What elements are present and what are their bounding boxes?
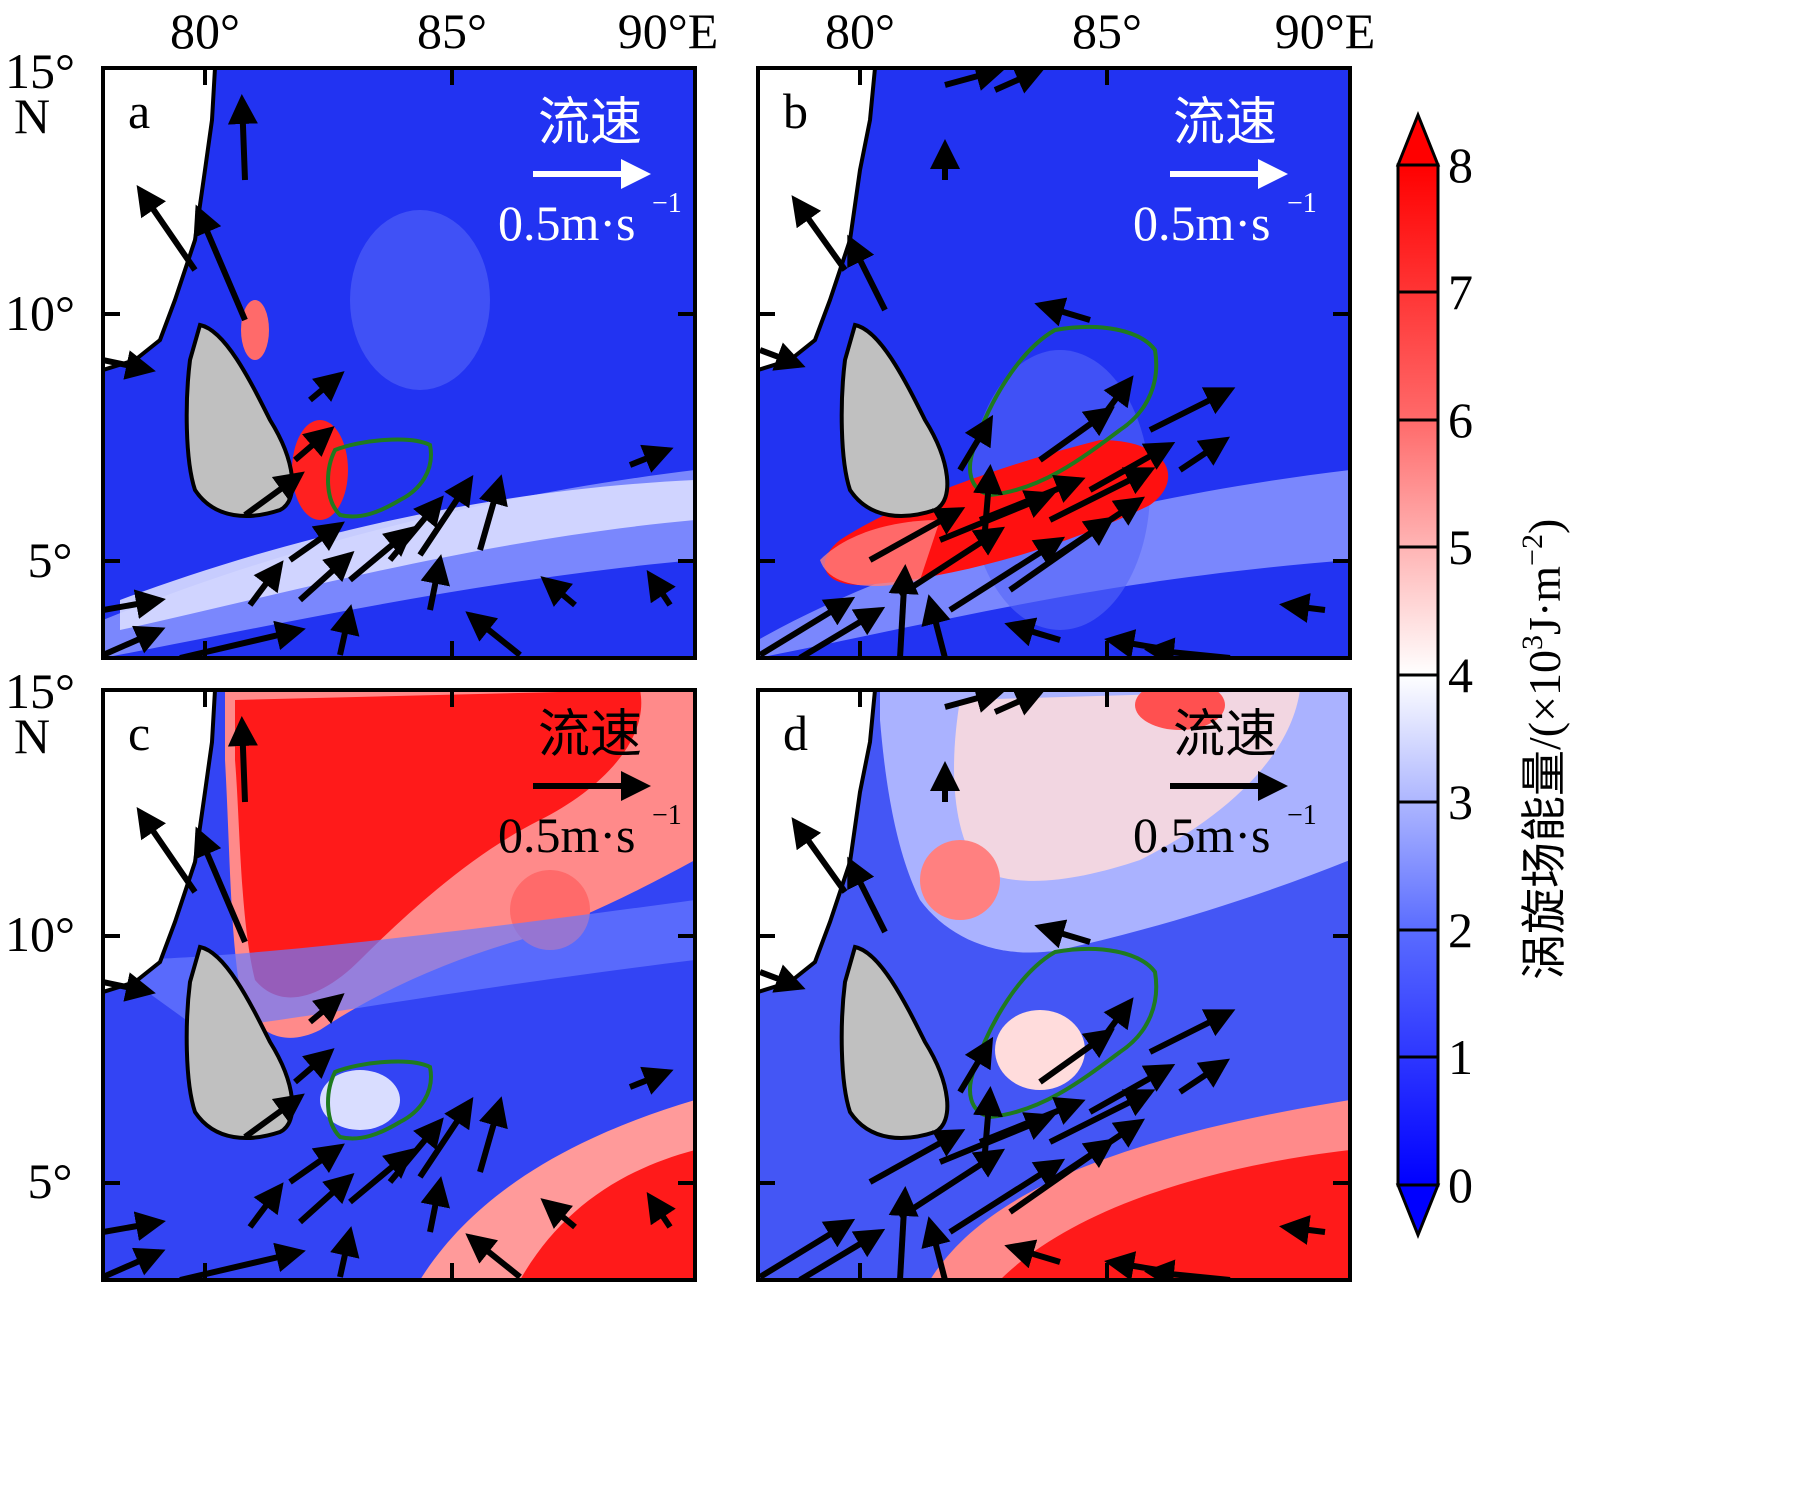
colorbar-tick-7: 7: [1448, 264, 1473, 320]
eddy-hotspot: [320, 1070, 400, 1130]
sri-lanka: [184, 944, 295, 1140]
reference-label: 流速: [538, 707, 642, 764]
y-tick-15: 15°: [5, 663, 75, 719]
reference-exponent: −1: [1287, 800, 1317, 831]
eddy-energy-core-south: [520, 1150, 695, 1280]
colorbar-label-main: 涡旋场能量/(×10: [1519, 650, 1570, 980]
y-tick-5: 5°: [28, 532, 73, 588]
reference-value: 0.5m·s: [498, 195, 636, 251]
colorbar-tick-8: 8: [1448, 137, 1473, 193]
panel-c-reference-arrow: 流速 0.5m·s −1: [498, 707, 682, 863]
panel-b-ticks: [758, 68, 1350, 658]
colorbar: 0 1 2 3 4 5 6 7 8 涡旋场能量/(×103J·m−2): [1395, 110, 1570, 1240]
colorbar-tick-4: 4: [1448, 647, 1473, 703]
panel-d: [758, 690, 1350, 1280]
current-arrows: [758, 68, 1326, 658]
colorbar-label-mid: J·m: [1519, 566, 1570, 635]
x-tick-85: 85°: [1072, 3, 1142, 59]
panel-c-letter: c: [128, 705, 150, 761]
colorbar-tick-2: 2: [1448, 902, 1473, 958]
reference-label: 流速: [538, 95, 642, 152]
x-tick-80: 80°: [825, 3, 895, 59]
y-tick-10: 10°: [5, 906, 75, 962]
sri-lanka: [184, 322, 295, 518]
colorbar-label-end: ): [1519, 519, 1570, 534]
patch: [350, 210, 490, 390]
eddy-energy-core-south: [1000, 1150, 1350, 1280]
panel-b-frame: [756, 66, 1352, 660]
y-axis-bottom: 15° N 10° 5°: [5, 663, 75, 1209]
reference-value: 0.5m·s: [498, 807, 636, 863]
colorbar-tick-1: 1: [1448, 1029, 1473, 1085]
colorbar-tick-0: 0: [1448, 1157, 1473, 1213]
current-arrows: [103, 716, 676, 1280]
reference-value: 0.5m·s: [1133, 195, 1271, 251]
y-tick-n: N: [14, 88, 50, 144]
warm-region: [954, 690, 1300, 881]
eddy-hotspot: [995, 1010, 1085, 1090]
reference-label: 流速: [1173, 707, 1277, 764]
colorbar-label-sup: 3: [1516, 635, 1549, 650]
panel-d-frame: [756, 688, 1352, 1282]
colorbar-min-extend: [1395, 1183, 1441, 1240]
eddy-energy-core: [235, 690, 642, 998]
y-tick-10: 10°: [5, 285, 75, 341]
x-tick-80: 80°: [170, 3, 240, 59]
x-tick-90: 90°E: [1275, 3, 1376, 59]
reference-exponent: −1: [652, 800, 682, 831]
panel-b-reference-arrow: 流速 0.5m·s −1: [1133, 95, 1317, 251]
x-tick-90: 90°E: [618, 3, 719, 59]
colorbar-tick-6: 6: [1448, 392, 1473, 448]
eddy-hotspot: [1135, 690, 1225, 730]
y-tick-n: N: [14, 708, 50, 764]
colorbar-ticks: [1398, 163, 1438, 1187]
y-tick-5: 5°: [28, 1153, 73, 1209]
reference-value: 0.5m·s: [1133, 807, 1271, 863]
x-axis-top-right: 80° 85° 90°E: [825, 3, 1375, 59]
panel-a-frame: [101, 66, 697, 660]
colorbar-tick-3: 3: [1448, 774, 1473, 830]
reference-exponent: −1: [652, 188, 682, 219]
eddy-hotspot: [920, 840, 1000, 920]
colorbar-label: 涡旋场能量/(×103J·m−2): [1516, 519, 1570, 980]
panel-a-ticks: [103, 68, 695, 658]
panel-d-letter: d: [783, 705, 808, 761]
x-tick-85: 85°: [417, 3, 487, 59]
panel-c-ticks: [103, 690, 695, 1280]
panel-b: [758, 68, 1350, 658]
colorbar-max-extend: [1395, 110, 1441, 167]
y-tick-15: 15°: [5, 43, 75, 99]
panel-a-reference-arrow: 流速 0.5m·s −1: [498, 95, 682, 251]
current-arrows: [103, 94, 676, 658]
band: [103, 900, 695, 1030]
colorbar-label-sup2: −2: [1516, 534, 1549, 566]
eddy-contour: [326, 437, 433, 519]
reference-label: 流速: [1173, 95, 1277, 152]
panel-d-ticks: [758, 690, 1350, 1280]
x-axis-top-left: 80° 85° 90°E: [170, 3, 718, 59]
eddy-hotspot: [241, 300, 269, 360]
panel-b-letter: b: [783, 83, 808, 139]
panel-a: [103, 68, 695, 658]
panel-a-letter: a: [128, 83, 150, 139]
panel-c-frame: [101, 688, 697, 1282]
eddy-contour: [326, 1059, 433, 1141]
panel-c: [103, 690, 695, 1280]
panel-d-reference-arrow: 流速 0.5m·s −1: [1133, 707, 1317, 863]
y-axis-top: 15° N 10° 5°: [5, 43, 75, 588]
current-arrows: [758, 690, 1326, 1280]
reference-exponent: −1: [1287, 188, 1317, 219]
colorbar-tick-5: 5: [1448, 519, 1473, 575]
